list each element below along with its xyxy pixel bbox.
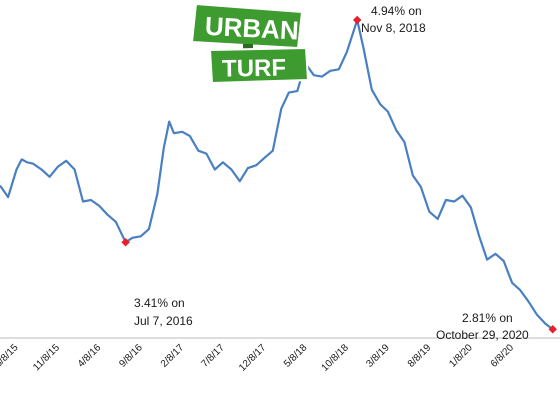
x-tick-label: 6/8/20: [489, 342, 517, 370]
x-tick-label: 7/8/17: [199, 342, 227, 370]
annotation-peak-line1: 4.94% on: [371, 4, 422, 18]
x-tick-label: 5/8/18: [282, 342, 310, 370]
x-tick-label: 4/8/16: [76, 342, 104, 370]
series-line: [0, 18, 554, 331]
logo-sign-post: [243, 44, 253, 52]
logo-text-bottom: TURF: [222, 55, 286, 83]
x-tick-label: 10/8/18: [320, 342, 352, 374]
point-markers: [121, 15, 557, 334]
annotation-low2020-line2: October 29, 2020: [436, 328, 529, 342]
annotation-low2016-line2: Jul 7, 2016: [134, 314, 193, 328]
x-tick-label: 8/8/19: [406, 342, 434, 370]
x-tick-label: 3/8/19: [364, 342, 392, 370]
point-marker: [352, 15, 362, 25]
annotation-peak-line2: Nov 8, 2018: [361, 21, 426, 35]
x-tick-labels: 6/8/15 11/8/15 4/8/16 9/8/16 2/8/17 7/8/17 12/…: [0, 342, 516, 374]
logo-sign-bottom: [208, 46, 310, 85]
x-tick-label: 1/8/20: [447, 342, 475, 370]
point-marker: [548, 325, 557, 334]
annotation-low2020-line1: 2.81% on: [462, 311, 513, 325]
x-tick-label: 12/8/17: [237, 342, 269, 374]
annotation-low2016-line1: 3.41% on: [134, 296, 185, 310]
urban-turf-logo: URBAN TURF: [190, 2, 310, 85]
x-tick-label: 9/8/16: [117, 342, 145, 370]
logo-text-top: URBAN: [204, 11, 299, 46]
x-tick-label: 11/8/15: [31, 342, 62, 373]
point-marker: [121, 237, 130, 247]
x-tick-label: 2/8/17: [159, 342, 187, 370]
x-tick-label: 6/8/15: [0, 342, 21, 370]
